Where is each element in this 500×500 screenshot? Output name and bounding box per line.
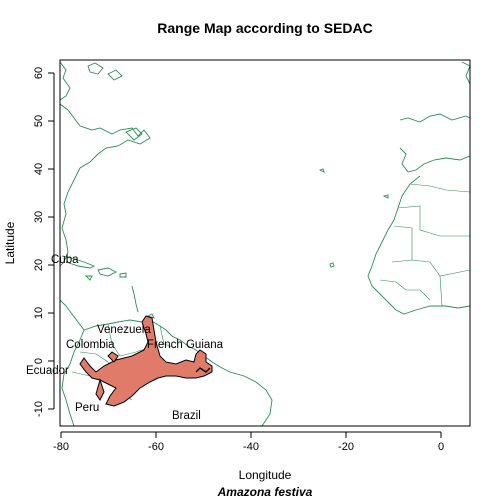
border — [397, 205, 470, 237]
scandinavia-coast — [461, 61, 470, 85]
x-axis-label: Longitude — [238, 468, 292, 482]
border — [411, 259, 470, 277]
azores-islands — [318, 168, 325, 173]
border — [159, 325, 177, 349]
y-tick-label: -10 — [33, 401, 45, 417]
arctic-island — [107, 69, 123, 81]
trinidad-coast — [146, 313, 155, 319]
y-tick-label: 20 — [33, 259, 45, 271]
border — [439, 275, 443, 307]
florida-coast — [60, 227, 69, 267]
place-label-colombia: Colombia — [66, 339, 115, 351]
y-tick-label: 60 — [33, 67, 45, 79]
canary-islands — [382, 194, 389, 199]
europe-coast — [399, 113, 470, 123]
puerto-rico-coast — [119, 272, 127, 278]
borders — [71, 183, 470, 401]
x-tick-label: -60 — [148, 441, 164, 453]
place-label-brazil: Brazil — [172, 410, 201, 422]
north-america-coast — [60, 103, 151, 229]
place-labels: Cuba Venezuela Colombia French Guiana Ec… — [26, 254, 224, 422]
iberia-coast — [399, 147, 470, 173]
x-axis: -80 -60 -40 -20 0 — [53, 431, 444, 453]
place-label-french-guiana: French Guiana — [147, 339, 224, 351]
species-range — [79, 315, 213, 407]
x-tick-label: 0 — [438, 441, 444, 453]
south-america-coast — [83, 319, 273, 426]
south-america-west-coast — [61, 329, 85, 426]
central-america-coast — [60, 299, 85, 331]
map-title: Range Map according to SEDAC — [157, 20, 373, 36]
x-tick-label: -20 — [338, 441, 354, 453]
place-label-venezuela: Venezuela — [97, 324, 151, 336]
y-axis: -10 0 10 20 30 40 50 60 — [33, 67, 55, 417]
x-tick-label: -40 — [243, 441, 259, 453]
greenland-coast — [60, 61, 71, 101]
hispaniola-coast — [97, 267, 118, 277]
y-tick-label: 40 — [33, 163, 45, 175]
range-polygon-branch — [95, 378, 105, 401]
y-tick-label: 0 — [33, 358, 45, 364]
coastlines — [60, 61, 470, 426]
africa-coast — [367, 175, 470, 315]
y-tick-label: 30 — [33, 211, 45, 223]
arctic-island — [87, 62, 104, 75]
place-label-peru: Peru — [75, 402, 99, 414]
range-delta-outline — [195, 367, 211, 373]
range-polygon-branch — [107, 351, 119, 363]
border — [379, 279, 431, 301]
lesser-antilles — [131, 285, 139, 313]
plot-frame — [59, 59, 471, 427]
cape-verde-islands — [329, 262, 335, 268]
range-polygon-main — [79, 315, 213, 407]
cuba-coast — [61, 255, 96, 269]
y-tick-label: 50 — [33, 115, 45, 127]
border — [409, 183, 470, 193]
jamaica-coast — [84, 275, 93, 281]
border — [391, 225, 413, 263]
border — [71, 371, 91, 377]
newfoundland-coast — [125, 127, 143, 141]
x-tick-label: -80 — [53, 441, 69, 453]
place-label-cuba: Cuba — [51, 254, 79, 266]
place-label-ecuador: Ecuador — [26, 365, 69, 377]
species-subtitle: Amazona festiva — [217, 485, 313, 499]
y-tick-label: 10 — [33, 307, 45, 319]
